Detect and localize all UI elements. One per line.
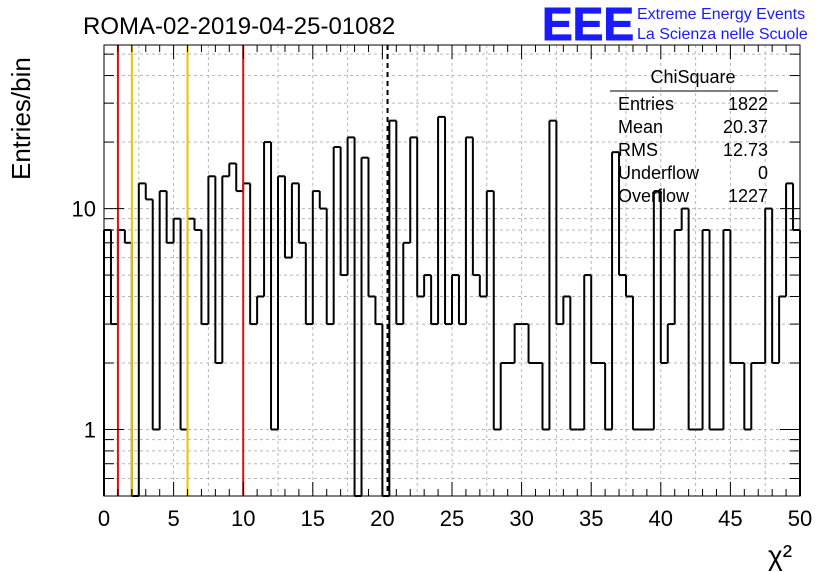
stats-value-rms: 12.73 [723,140,768,160]
x-tick-label: 5 [167,506,179,531]
run-title: ROMA-02-2019-04-25-01082 [83,13,395,40]
stats-label-rms: RMS [618,140,658,160]
logo-line-1: Extreme Energy Events [637,6,805,23]
stats-value-entries: 1822 [728,94,768,114]
logo-line-2: La Scienza nelle Scuole [637,26,808,43]
stats-label-overflow: Overflow [618,186,690,206]
stats-box: ChiSquare Entries 1822 Mean 20.37 RMS 12… [610,67,778,206]
y-tick-label: 10 [72,197,96,222]
stats-label-mean: Mean [618,117,663,137]
x-tick-label: 20 [370,506,394,531]
y-axis-label: Entries/bin [6,57,36,180]
reference-lines [116,45,389,496]
x-tick-label: 35 [579,506,603,531]
y-tick-label: 1 [84,417,96,442]
x-tick-label: 50 [788,506,812,531]
x-tick-label: 0 [98,506,110,531]
x-tick-label: 15 [301,506,325,531]
stats-label-entries: Entries [618,94,674,114]
x-tick-label: 45 [718,506,742,531]
x-tick-label: 30 [509,506,533,531]
stats-value-overflow: 1227 [728,186,768,206]
stats-label-underflow: Underflow [618,163,700,183]
stats-value-mean: 20.37 [723,117,768,137]
stats-value-underflow: 0 [758,163,768,183]
x-axis-label: χ² [768,540,792,571]
x-tick-label: 25 [440,506,464,531]
grid [104,45,800,496]
stats-title: ChiSquare [650,67,735,87]
x-tick-label: 10 [231,506,255,531]
eee-logo: EEE [542,0,634,50]
x-tick-label: 40 [649,506,673,531]
axis-ticks: 0 5 10 15 20 25 30 35 40 45 50 1 10 [72,45,812,531]
